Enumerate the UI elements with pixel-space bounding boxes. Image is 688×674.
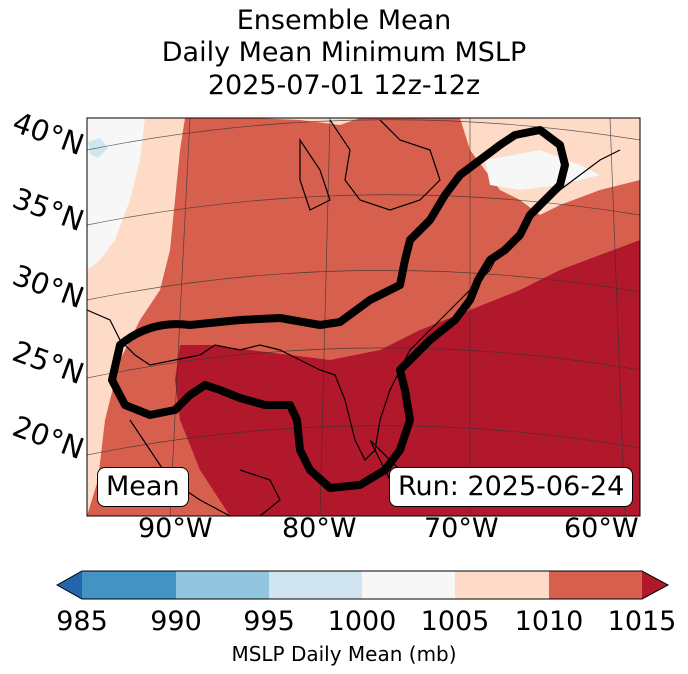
colorbar-bin-1005-1010: [455, 571, 549, 599]
colorbar-tick-1005: 1005: [420, 606, 490, 637]
field-1000-region-maritimes: [485, 150, 600, 190]
colorbar-tick-1010: 1010: [514, 606, 584, 637]
lon-label-60w: 60°W: [564, 513, 639, 544]
colorbar-extend-high: [642, 571, 668, 599]
colorbar-bin-1010-1015: [549, 571, 642, 599]
pressure-field: [87, 118, 640, 516]
colorbar-bin-1000-1005: [362, 571, 455, 599]
colorbar-label: MSLP Daily Mean (mb): [231, 642, 457, 666]
field-1000-region-west: [87, 118, 145, 270]
field-1010-region-north: [87, 118, 640, 516]
ensemble-contour: [108, 126, 569, 492]
colorbar-extend-low: [57, 571, 82, 599]
colorbar-tick-1000: 1000: [327, 606, 397, 637]
colorbar-tick-990: 990: [150, 606, 202, 637]
colorbar-bin-990-995: [176, 571, 269, 599]
colorbar-outline: [55, 570, 670, 600]
lon-label-70w: 70°W: [424, 513, 499, 544]
colorbar-bin-995-1000: [269, 571, 362, 599]
lon-label-90w: 90°W: [138, 513, 213, 544]
lon-label-80w: 80°W: [282, 513, 357, 544]
colorbar-tick-985: 985: [56, 606, 108, 637]
title-line-3: 2025-07-01 12z-12z: [207, 70, 481, 101]
colorbar-bin-985-990: [82, 571, 176, 599]
title-line-2: Daily Mean Minimum MSLP: [161, 37, 527, 68]
colorbar: [55, 570, 670, 600]
colorbar-tick-1015: 1015: [607, 606, 677, 637]
field-1005-strip: [120, 118, 360, 125]
title-line-1: Ensemble Mean: [236, 5, 452, 36]
map-frame: [86, 117, 641, 517]
graticule: [87, 118, 640, 516]
mean-box: Mean: [97, 467, 189, 507]
run-date-box: Run: 2025-06-24: [389, 467, 634, 507]
colorbar-tick-995: 995: [243, 606, 295, 637]
